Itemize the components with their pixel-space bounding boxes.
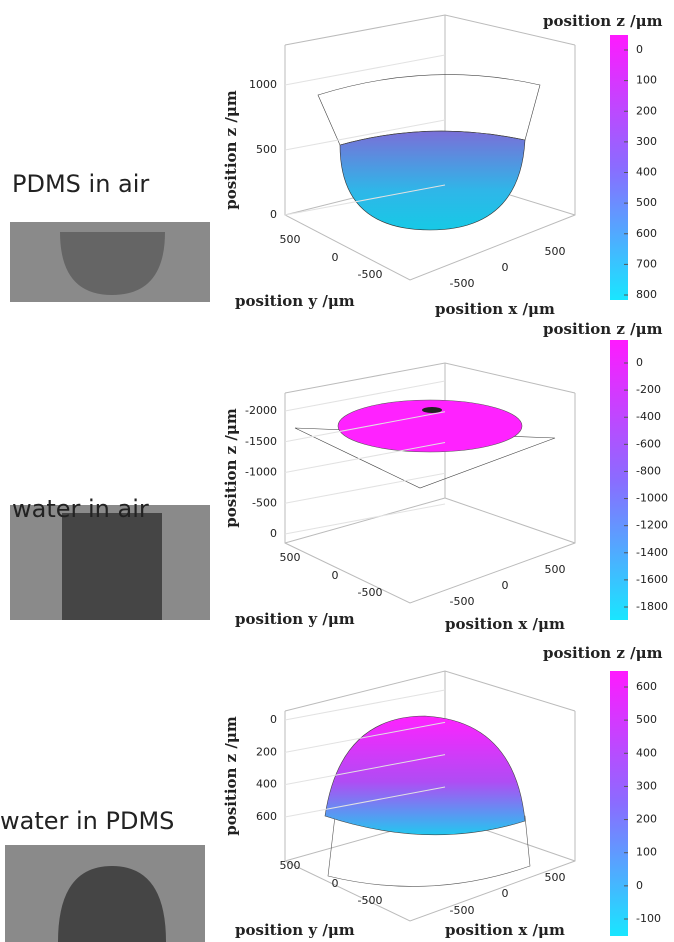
- colorbar-tick-label: 100: [636, 846, 657, 859]
- colorbar-tick-label: 300: [636, 135, 657, 148]
- y-tick-label: 0: [332, 251, 339, 264]
- panel-label: water in PDMS: [0, 807, 174, 835]
- z-grid-line: [285, 443, 445, 473]
- colorbar-tick-label: -400: [636, 410, 661, 423]
- surface: [340, 131, 525, 230]
- y-tick-label: -500: [358, 586, 383, 599]
- y-tick-label: 500: [280, 859, 301, 872]
- colorbar: [610, 671, 628, 936]
- x-tick-label: -500: [450, 904, 475, 917]
- x-axis-title: position x /μm: [435, 300, 555, 318]
- z-grid-line: [285, 55, 445, 85]
- colorbar-tick-label: -800: [636, 464, 661, 477]
- colorbar-tick-label: -1600: [636, 573, 668, 586]
- colorbar-tick-label: 400: [636, 166, 657, 179]
- panel-label: water in air: [12, 495, 149, 523]
- colorbar-tick-label: -1400: [636, 546, 668, 559]
- x-tick-label: 0: [502, 261, 509, 274]
- panel: water in PDMS 600 400 200 0 position z /μm 500…: [0, 644, 663, 942]
- z-grid-line: [285, 473, 445, 503]
- z-tick-label: 500: [256, 143, 277, 156]
- panel-label: PDMS in air: [12, 170, 149, 198]
- x-tick-label: 0: [502, 579, 509, 592]
- z-tick-label: 0: [270, 527, 277, 540]
- panel: water in air0-500-1000-1500-2000position…: [10, 320, 668, 633]
- colorbar-tick-label: 700: [636, 257, 657, 270]
- colorbar-tick-label: 800: [636, 288, 657, 301]
- x-axis-title: position x /μm: [445, 921, 565, 939]
- y-tick-label: 500: [280, 551, 301, 564]
- colorbar-tick-label: -1000: [636, 492, 668, 505]
- x-tick-label: 500: [545, 563, 566, 576]
- x-tick-label: -500: [450, 277, 475, 290]
- colorbar-tick-label: 300: [636, 779, 657, 792]
- sample-cavity: [62, 513, 162, 620]
- colorbar-title: position z /μm: [543, 12, 663, 30]
- y-tick-label: 500: [280, 233, 301, 246]
- x-tick-label: -500: [450, 595, 475, 608]
- z-tick-label: -1000: [245, 466, 277, 479]
- y-tick-label: 0: [332, 877, 339, 890]
- colorbar-tick-label: 400: [636, 746, 657, 759]
- y-axis-title: position y /μm: [235, 921, 355, 939]
- z-tick-label: -500: [252, 496, 277, 509]
- z-tick-label: 600: [256, 810, 277, 823]
- x-tick-label: 0: [502, 887, 509, 900]
- z-tick-label: 400: [256, 778, 277, 791]
- colorbar-tick-label: 600: [636, 227, 657, 240]
- colorbar-tick-label: 600: [636, 680, 657, 693]
- colorbar-tick-label: 500: [636, 196, 657, 209]
- z-tick-label: 200: [256, 745, 277, 758]
- colorbar-tick-label: 200: [636, 104, 657, 117]
- colorbar-tick-label: 0: [636, 879, 643, 892]
- z-axis-title: position z /μm: [222, 716, 240, 836]
- z-grid-line: [285, 504, 445, 534]
- y-tick-label: 0: [332, 569, 339, 582]
- surface: [325, 716, 525, 835]
- colorbar-title: position z /μm: [543, 320, 663, 338]
- colorbar-tick-label: -600: [636, 437, 661, 450]
- z-tick-label: -2000: [245, 404, 277, 417]
- colorbar-tick-label: -100: [636, 912, 661, 925]
- colorbar-tick-label: 100: [636, 74, 657, 87]
- y-axis-title: position y /μm: [235, 292, 355, 310]
- colorbar: [610, 35, 628, 300]
- colorbar-tick-label: -1800: [636, 600, 668, 613]
- z-tick-label: 0: [270, 208, 277, 221]
- x-axis-title: position x /μm: [445, 615, 565, 633]
- colorbar-tick-label: -200: [636, 383, 661, 396]
- colorbar-tick-label: 0: [636, 43, 643, 56]
- colorbar-title: position z /μm: [543, 644, 663, 662]
- x-tick-label: 500: [545, 245, 566, 258]
- y-tick-label: -500: [358, 268, 383, 281]
- x-tick-label: 500: [545, 871, 566, 884]
- y-tick-label: -500: [358, 894, 383, 907]
- z-tick-label: -1500: [245, 435, 277, 448]
- colorbar-tick-label: 0: [636, 356, 643, 369]
- colorbar: [610, 340, 628, 620]
- colorbar-tick-label: -1200: [636, 519, 668, 532]
- colorbar-tick-label: 200: [636, 813, 657, 826]
- y-axis-title: position y /μm: [235, 610, 355, 628]
- axes-box: [285, 363, 575, 603]
- z-tick-label: 1000: [249, 78, 277, 91]
- z-axis-title: position z /μm: [222, 408, 240, 528]
- z-axis-title: position z /μm: [222, 90, 240, 210]
- figure: PDMS in air05001000position z /μm5000-50…: [0, 0, 674, 942]
- surface-center: [422, 407, 442, 413]
- colorbar-tick-label: 500: [636, 713, 657, 726]
- z-tick-label: 0: [270, 713, 277, 726]
